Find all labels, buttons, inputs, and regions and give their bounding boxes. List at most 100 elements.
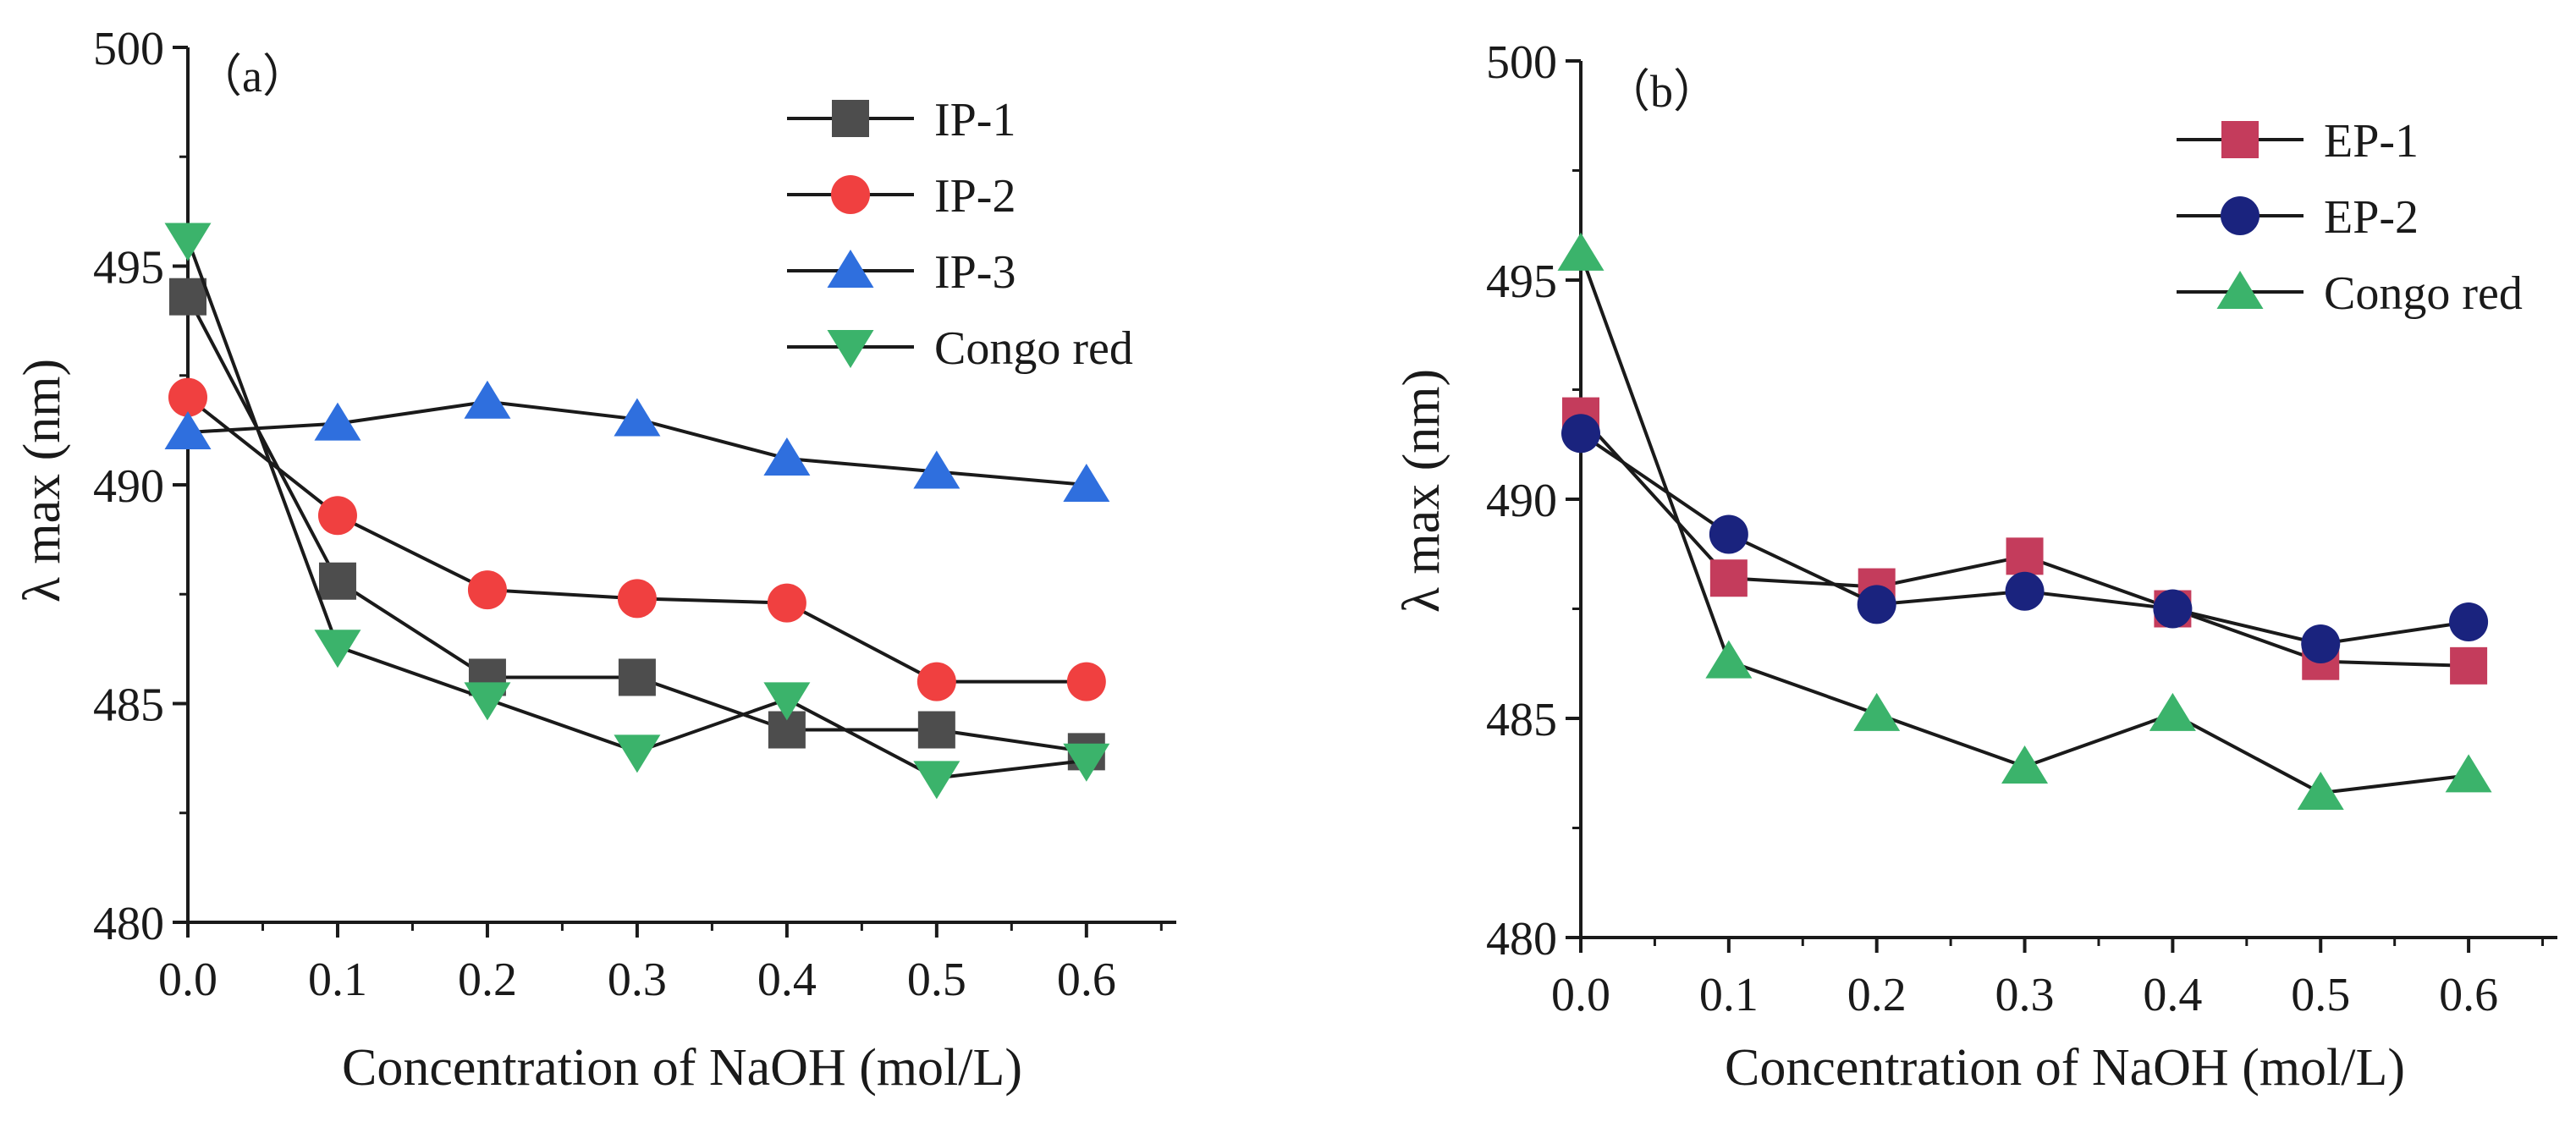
series-ip-1-a [169,278,1105,771]
x-tick-label-b: 0.6 [2439,969,2498,1021]
legend-marker [831,175,870,214]
data-point [2297,772,2344,811]
data-point [314,402,361,441]
data-point [168,377,207,417]
legend-item: IP-2 [787,170,1016,223]
x-tick-label-b: 0.3 [1995,969,2055,1021]
legend-label: IP-1 [934,94,1016,146]
data-point [617,579,657,619]
data-point [2006,537,2044,575]
data-point [767,583,806,623]
data-point [1709,559,1748,597]
data-point [1561,414,1600,454]
data-point [614,398,661,437]
data-point [614,734,661,773]
data-point [1853,692,1901,731]
data-point [2149,692,2196,731]
data-point [2301,624,2341,663]
panel-label-b: （b） [1604,66,1719,117]
legend-label: IP-3 [934,246,1016,299]
x-tick-label-b: 0.2 [1847,969,1907,1021]
data-point [1705,640,1753,679]
data-point [464,682,511,721]
x-tick-label-b: 0.1 [1699,969,1759,1021]
data-point [1066,662,1106,701]
series-ip-3-a [164,380,1110,502]
data-point [169,278,206,316]
data-point [1063,743,1110,782]
data-point [317,496,357,536]
legend-item: IP-1 [787,94,1016,146]
data-point [763,437,811,476]
y-tick-label-b: 490 [1486,475,1557,527]
legend-label: Congo red [934,322,1133,375]
y-tick-label-a: 495 [93,242,164,294]
legend-item: EP-1 [2177,115,2419,168]
data-point [2449,602,2489,642]
data-point [2005,571,2045,611]
legend-marker [2216,271,2264,309]
data-point [467,570,507,610]
legend-label: EP-2 [2324,191,2419,244]
legend-item: IP-3 [787,246,1016,299]
y-tick-label-b: 500 [1486,36,1557,89]
x-tick-label-a: 0.6 [1057,954,1116,1006]
x-tick-label-a: 0.2 [458,954,517,1006]
legend-marker [832,100,869,137]
legend-marker [2221,196,2260,235]
data-point [164,410,212,449]
legend-b: EP-1 EP-2 Congo red [2177,115,2523,320]
data-point [1557,232,1604,271]
data-point [1857,585,1896,624]
data-point [917,711,955,749]
x-tick-label-a: 0.5 [907,954,966,1006]
x-tick-label-b: 0.5 [2291,969,2350,1021]
x-tick-label-a: 0.1 [308,954,367,1006]
legend-marker [827,330,874,368]
legend-a: IP-1 IP-2 IP-3 Congo red [787,94,1133,375]
series-congo-red-a [164,223,1110,800]
y-tick-label-b: 495 [1486,256,1557,308]
data-point [2153,589,2193,629]
y-tick-label-b: 480 [1486,913,1557,965]
legend-label: Congo red [2324,267,2523,320]
x-tick-label-b: 0.0 [1551,969,1610,1021]
y-tick-label-a: 500 [93,23,164,75]
y-tick-label-a: 485 [93,679,164,732]
series-congo-red-b [1557,232,2492,811]
data-point [464,380,511,419]
data-point [318,562,356,600]
data-point [164,223,212,261]
series-ip-2-a [168,377,1106,701]
y-axis-title-b: λ max (nm) [1393,369,1450,613]
legend-item: Congo red [2177,267,2523,320]
data-point [913,450,960,489]
legend-marker [827,250,874,288]
data-point [913,761,960,800]
data-point [763,682,811,721]
legend-marker [2221,121,2259,158]
x-tick-label-a: 0.0 [158,954,217,1006]
series-ep-2-b [1561,414,2489,663]
data-point [2001,745,2049,784]
data-point [1063,464,1110,502]
legend-item: EP-2 [2177,191,2419,244]
data-point [2450,646,2488,685]
y-tick-label-b: 485 [1486,694,1557,746]
data-point [2445,754,2492,793]
chart-panel-b: （b） Concentration of NaOH (mol/L) λ max … [1393,36,2557,1097]
legend-label: EP-1 [2324,115,2419,168]
legend-label: IP-2 [934,170,1016,223]
x-tick-label-a: 0.3 [608,954,667,1006]
x-axis-title-b: Concentration of NaOH (mol/L) [1725,1039,2405,1097]
data-point [618,658,656,696]
panel-label-a: （a） [196,51,308,102]
x-tick-label-a: 0.4 [757,954,817,1006]
data-point [314,630,361,668]
x-axis-title-a: Concentration of NaOH (mol/L) [342,1039,1022,1097]
data-point [916,662,956,701]
legend-item: Congo red [787,322,1133,375]
x-tick-label-b: 0.4 [2143,969,2202,1021]
y-tick-label-a: 480 [93,898,164,950]
